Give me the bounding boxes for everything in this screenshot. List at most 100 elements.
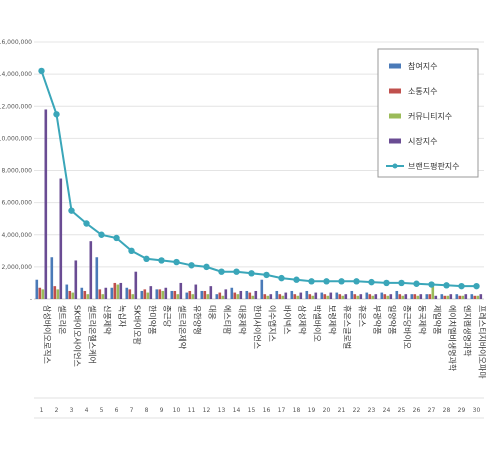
line-point <box>83 220 90 227</box>
x-rank-label: 6 <box>115 407 119 414</box>
x-rank-label: 3 <box>70 407 74 414</box>
bar <box>185 292 189 299</box>
bar <box>251 295 255 299</box>
bar <box>125 287 129 299</box>
x-category-label: 녹십자 <box>118 305 127 328</box>
y-tick-label: 2,000,000 <box>1 264 32 271</box>
bar <box>101 294 105 299</box>
line-point <box>53 111 60 118</box>
line-point <box>68 207 75 214</box>
x-category-label: 한미사이언스 <box>253 305 263 349</box>
x-category-label: 제일약품 <box>433 305 443 334</box>
x-category-label: 이수앱지스 <box>268 305 278 342</box>
x-rank-label: 17 <box>278 407 286 414</box>
x-category-label: 프레스티지바이오파마 <box>478 305 486 379</box>
x-category-label: 바이넥스 <box>283 305 293 334</box>
x-rank-label: 4 <box>85 407 89 414</box>
line-point <box>98 231 105 238</box>
x-rank-label: 21 <box>338 407 346 414</box>
line-series <box>38 67 480 290</box>
x-rank-label: 23 <box>368 407 376 414</box>
bar <box>95 257 99 299</box>
bar <box>53 286 57 299</box>
bar <box>305 290 309 299</box>
bar <box>443 295 447 299</box>
bar <box>176 294 180 299</box>
bar <box>464 294 468 299</box>
x-rank-label: 7 <box>130 407 134 414</box>
x-rank-label: 11 <box>188 407 196 414</box>
x-rank-label: 19 <box>308 407 316 414</box>
bar <box>290 290 294 299</box>
bar <box>143 289 147 299</box>
x-category-label: 에스티팜 <box>223 305 233 335</box>
bars <box>35 109 483 300</box>
bar <box>188 290 192 299</box>
line-point <box>143 255 150 263</box>
line-point <box>173 258 180 266</box>
bar <box>128 289 132 299</box>
legend-swatch <box>389 88 401 94</box>
bar <box>416 295 420 299</box>
bar <box>65 284 69 299</box>
line-point <box>353 278 360 285</box>
x-rank-label: 15 <box>248 407 256 414</box>
bar <box>80 287 84 299</box>
bar <box>299 292 303 299</box>
x-category-label: 박셀바이오 <box>313 305 323 342</box>
x-category-label: 휴온스글로벌 <box>343 305 353 349</box>
line-point <box>293 276 300 283</box>
bar <box>269 294 273 299</box>
y-tick-label: 16,000,000 <box>0 39 32 46</box>
bar <box>308 294 312 299</box>
x-rank-label: 2 <box>55 407 59 414</box>
bar <box>326 295 330 299</box>
bar <box>230 287 234 299</box>
bar <box>56 289 60 299</box>
bar <box>398 294 402 299</box>
line-point <box>263 271 270 279</box>
y-tick-label: 12,000,000 <box>0 103 32 110</box>
bar <box>281 295 285 299</box>
legend-label: 브랜드평판지수 <box>408 161 460 171</box>
bar <box>368 294 372 299</box>
bar <box>218 292 222 299</box>
bar <box>374 294 378 299</box>
bar <box>206 294 210 299</box>
bar <box>311 295 315 299</box>
bar <box>278 294 282 299</box>
bar <box>50 257 54 299</box>
x-rank-label: 22 <box>353 407 361 414</box>
bar <box>170 290 174 299</box>
bar <box>89 241 93 299</box>
x-category-label: 대웅 <box>208 305 217 320</box>
bar <box>458 295 462 299</box>
x-axis: 삼성바이오로직스 1 셀트리온 2 SK바이오사이언스 3 셀트리온헬스케어 4 신풍제약 5 녹십… <box>34 305 486 419</box>
bar <box>146 292 150 299</box>
line-point <box>323 278 330 285</box>
x-category-label: 휴온스 <box>358 305 367 327</box>
bar <box>293 294 297 299</box>
bar <box>335 292 339 299</box>
bar <box>461 295 465 299</box>
x-category-label: 일양약품 <box>388 305 398 334</box>
bar <box>380 292 384 299</box>
bar <box>344 294 348 299</box>
bar <box>413 294 417 299</box>
x-category-label: 엔지켐생명과학 <box>463 305 473 357</box>
legend-swatch <box>389 63 401 69</box>
bar <box>221 295 225 299</box>
line-point <box>128 247 135 255</box>
line-point <box>248 270 255 277</box>
legend-swatch <box>389 113 401 119</box>
bar <box>476 295 480 299</box>
bar <box>410 294 414 299</box>
bar <box>365 292 369 299</box>
x-rank-label: 10 <box>173 407 181 414</box>
line-point <box>278 274 285 282</box>
x-category-label: 대웅제약 <box>238 305 248 335</box>
bar <box>263 294 267 299</box>
x-category-label: 셀트리온 <box>58 305 68 334</box>
bar <box>215 294 219 299</box>
